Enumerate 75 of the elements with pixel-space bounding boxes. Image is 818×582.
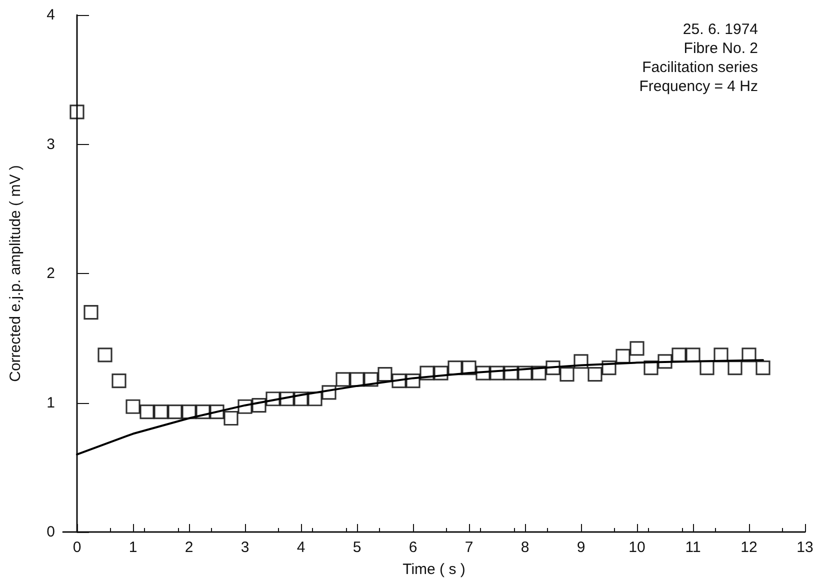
point	[126, 399, 140, 414]
point	[406, 373, 420, 388]
point	[336, 372, 350, 387]
point	[350, 372, 364, 387]
point	[560, 367, 574, 382]
x-tick-label: 13	[796, 539, 814, 556]
point	[574, 354, 588, 369]
point	[280, 392, 294, 406]
x-tick-label: 5	[352, 539, 362, 556]
point	[70, 104, 84, 120]
point	[112, 373, 126, 388]
point	[140, 404, 154, 420]
point	[364, 372, 378, 387]
x-tick-label: 9	[576, 539, 586, 556]
y-tick-label: 3	[46, 136, 55, 153]
x-tick-label: 11	[685, 539, 701, 556]
point	[630, 341, 644, 356]
point	[448, 360, 462, 376]
point	[210, 404, 224, 420]
point	[686, 348, 700, 362]
point	[532, 366, 546, 380]
point	[392, 373, 406, 388]
point	[728, 360, 742, 376]
point	[196, 404, 210, 420]
x-tick-label: 7	[464, 539, 474, 556]
x-tick-label: 4	[296, 539, 306, 556]
x-tick-label: 2	[184, 539, 194, 556]
point	[546, 360, 560, 376]
x-tick-label: 0	[72, 539, 82, 556]
annotation: Facilitation series	[642, 59, 758, 76]
point	[490, 366, 504, 380]
point	[518, 366, 532, 380]
point	[700, 360, 714, 376]
point	[98, 348, 112, 362]
point	[434, 366, 448, 380]
point	[742, 348, 756, 362]
annotation: 25. 6. 1974	[682, 21, 758, 38]
point	[462, 360, 476, 376]
point	[476, 366, 490, 380]
x-tick-label: 10	[628, 539, 646, 556]
point	[168, 404, 182, 420]
annotation: Frequency = 4 Hz	[639, 78, 758, 95]
point	[504, 366, 518, 380]
point	[378, 367, 392, 382]
point	[252, 398, 266, 413]
x-axis-title: Time ( s )	[402, 561, 466, 578]
point	[602, 360, 616, 376]
point	[84, 304, 98, 320]
point	[756, 360, 770, 376]
x-tick-label: 1	[128, 539, 138, 556]
x-tick-label: 8	[520, 539, 530, 556]
point	[238, 399, 252, 414]
point	[658, 354, 672, 369]
point	[644, 360, 658, 376]
y-tick-label: 2	[46, 265, 55, 282]
point	[322, 385, 336, 400]
point	[588, 367, 602, 382]
point	[266, 392, 280, 406]
point	[224, 410, 238, 426]
x-tick-label: 12	[740, 539, 758, 556]
point	[182, 404, 196, 420]
y-tick-label: 1	[46, 394, 55, 412]
y-tick-label: 0	[46, 524, 55, 540]
x-tick-label: 6	[408, 539, 418, 556]
x-tick-label: 3	[240, 539, 250, 556]
y-axis-title: Corrected e.j.p. amplitude ( mV )	[7, 165, 24, 382]
point	[154, 404, 168, 420]
point	[308, 392, 322, 406]
annotation: Fibre No. 2	[684, 40, 758, 57]
point	[714, 348, 728, 362]
point	[420, 366, 434, 380]
point	[294, 392, 308, 406]
point	[616, 348, 630, 364]
point	[672, 348, 686, 362]
y-tick-label: 4	[46, 6, 55, 24]
